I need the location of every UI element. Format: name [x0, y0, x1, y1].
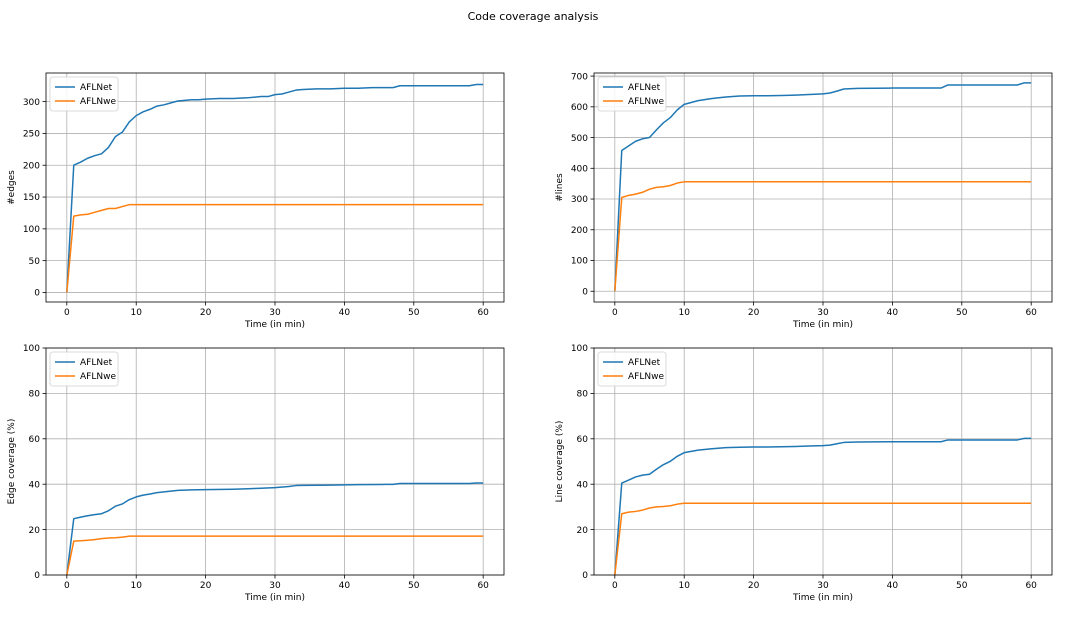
- x-tick-label: 50: [956, 581, 968, 591]
- legend-label-aflnwe: AFLNwe: [628, 372, 664, 382]
- x-tick-label: 30: [269, 581, 281, 591]
- x-tick-label: 0: [64, 308, 70, 318]
- subplot-3: 0 10 20 30 40 50 60 0 20 40 60 80 100 Time (in min) Ed…: [7, 344, 505, 603]
- x-tick-label: 0: [612, 308, 618, 318]
- y-tick-label: 100: [571, 344, 588, 354]
- x-tick-label: 60: [1025, 581, 1037, 591]
- y-tick-label: 100: [23, 225, 40, 235]
- y-tick-label: 200: [23, 161, 40, 171]
- y-tick-label: 20: [577, 526, 589, 536]
- y-tick-label: 300: [571, 195, 588, 205]
- x-tick-label: 60: [477, 581, 489, 591]
- y-tick-label: 300: [23, 98, 40, 108]
- x-tick-label: 60: [477, 308, 489, 318]
- y-tick-label: 100: [23, 344, 40, 354]
- y-axis-label: #lines: [555, 173, 565, 202]
- y-tick-label: 0: [34, 571, 40, 581]
- y-tick-label: 250: [23, 130, 40, 140]
- x-tick-label: 50: [956, 308, 968, 318]
- y-tick-label: 60: [29, 435, 41, 445]
- x-tick-label: 20: [748, 581, 760, 591]
- x-tick-label: 30: [817, 308, 829, 318]
- y-tick-label: 40: [577, 480, 589, 490]
- y-tick-label: 100: [571, 257, 588, 267]
- series-line-aflnwe: [66, 203, 484, 293]
- x-tick-label: 40: [887, 581, 899, 591]
- y-tick-label: 400: [571, 164, 588, 174]
- legend-label-aflnet: AFLNet: [80, 358, 113, 368]
- axes-frame: [593, 72, 1053, 303]
- subplot-2: 0 10 20 30 40 50 600100200300400500600700Time …: [555, 72, 1053, 330]
- x-tick-label: 10: [678, 581, 690, 591]
- axes-frame: [45, 72, 505, 303]
- series-line-aflnwe: [614, 502, 1032, 576]
- y-tick-label: 0: [34, 289, 40, 299]
- legend-box: [597, 351, 667, 387]
- legend: AFLNet AFLNwe: [49, 76, 119, 112]
- series-line-aflnwe: [66, 535, 484, 576]
- y-tick-label: 50: [29, 257, 41, 267]
- legend-label-aflnet: AFLNet: [628, 83, 661, 93]
- y-tick-label: 40: [29, 480, 41, 490]
- series-line-aflnet: [614, 82, 1032, 292]
- y-tick-label: 0: [582, 571, 588, 581]
- y-tick-label: 200: [571, 226, 588, 236]
- x-tick-label: 0: [612, 581, 618, 591]
- axes-frame: [593, 347, 1053, 576]
- axes-frame: [45, 347, 505, 576]
- y-axis-label: Line coverage (%): [555, 421, 565, 503]
- y-tick-label: 80: [29, 390, 41, 400]
- y-tick-label: 600: [571, 103, 588, 113]
- legend-label-aflnwe: AFLNwe: [628, 97, 664, 107]
- x-tick-label: 40: [339, 308, 351, 318]
- x-axis-label: Time (in min): [792, 320, 853, 330]
- x-tick-label: 20: [200, 308, 212, 318]
- y-tick-label: 500: [571, 134, 588, 144]
- x-tick-label: 20: [748, 308, 760, 318]
- x-tick-label: 50: [408, 581, 420, 591]
- series-line-aflnet: [614, 437, 1032, 576]
- legend-label-aflnwe: AFLNwe: [80, 97, 116, 107]
- legend: AFLNet AFLNwe: [597, 76, 667, 112]
- x-tick-label: 30: [817, 581, 829, 591]
- x-axis-label: Time (in min): [792, 593, 853, 603]
- legend-label-aflnet: AFLNet: [80, 83, 113, 93]
- y-tick-label: 20: [29, 526, 41, 536]
- x-tick-label: 30: [269, 308, 281, 318]
- x-tick-label: 0: [64, 581, 70, 591]
- series-line-aflnet: [66, 482, 484, 576]
- x-tick-label: 60: [1025, 308, 1037, 318]
- y-tick-label: 700: [571, 72, 588, 82]
- x-axis-label: Time (in min): [244, 320, 305, 330]
- subplot-1: 0 10 20 30 40 50 60 0 50 100 150 200 250 300 Time (in …: [7, 72, 505, 330]
- x-tick-label: 10: [678, 308, 690, 318]
- legend: AFLNet AFLNwe: [49, 351, 119, 387]
- x-tick-label: 10: [130, 581, 142, 591]
- y-axis-label: #edges: [7, 170, 17, 205]
- subplot-4: 0 10 20 30 40 50 60 0 20 40 60 80 100 Time (in min) Li…: [555, 344, 1053, 603]
- y-tick-label: 60: [577, 435, 589, 445]
- legend-box: [49, 351, 119, 387]
- x-tick-label: 20: [200, 581, 212, 591]
- legend: AFLNet AFLNwe: [597, 351, 667, 387]
- legend-label-aflnwe: AFLNwe: [80, 372, 116, 382]
- x-tick-label: 10: [130, 308, 142, 318]
- series-line-aflnwe: [614, 181, 1032, 292]
- x-tick-label: 40: [887, 308, 899, 318]
- figure-title: Code coverage analysis: [468, 10, 599, 23]
- legend-label-aflnet: AFLNet: [628, 358, 661, 368]
- series-line-aflnet: [66, 83, 484, 293]
- legend-box: [49, 76, 119, 112]
- x-tick-label: 40: [339, 581, 351, 591]
- y-tick-label: 150: [23, 193, 40, 203]
- legend-box: [597, 76, 667, 112]
- x-tick-label: 50: [408, 308, 420, 318]
- y-tick-label: 0: [582, 287, 588, 297]
- x-axis-label: Time (in min): [244, 593, 305, 603]
- y-tick-label: 80: [577, 390, 589, 400]
- y-axis-label: Edge coverage (%): [7, 419, 17, 505]
